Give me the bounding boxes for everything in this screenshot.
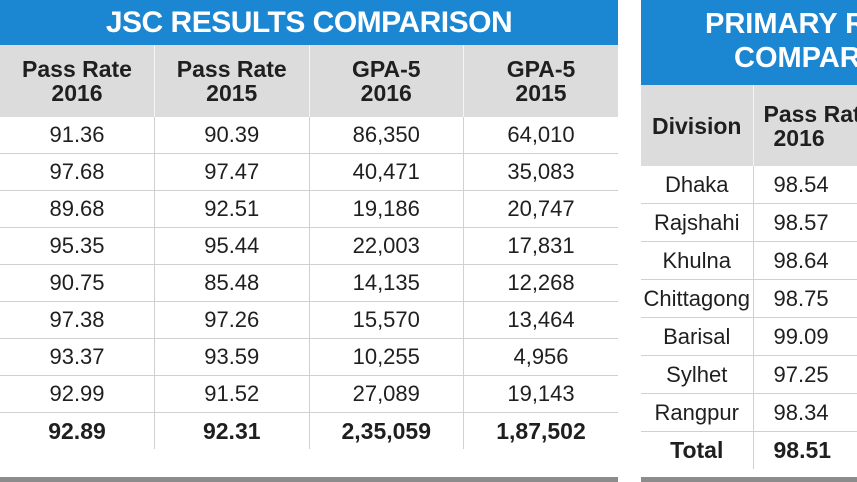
table-cell: 97.68 (0, 153, 155, 191)
jsc-header-pass-rate-2016: Pass Rate 2016 (0, 45, 155, 117)
table-cell: 17,831 (463, 227, 618, 265)
table-row: 91.36 90.39 86,350 64,010 (0, 117, 618, 154)
table-cell: 40,471 (309, 153, 464, 191)
table-cell: 99.09 (753, 317, 857, 356)
table-cell: 95.44 (154, 227, 310, 265)
table-row: Rangpur 98.34 (641, 393, 857, 432)
table-cell: 98.57 (753, 203, 857, 242)
table-row: 92.99 91.52 27,089 19,143 (0, 375, 618, 413)
table-row: Dhaka 98.54 (641, 166, 857, 204)
table-cell: 91.36 (0, 117, 155, 154)
jsc-total-row: 92.89 92.31 2,35,059 1,87,502 (0, 412, 618, 449)
table-cell: 93.59 (154, 338, 310, 376)
jsc-header-pass-rate-2015: Pass Rate 2015 (154, 45, 310, 117)
table-row: 90.75 85.48 14,135 12,268 (0, 264, 618, 302)
table-cell: 15,570 (309, 301, 464, 339)
table-cell: 12,268 (463, 264, 618, 302)
table-row: Chittagong 98.75 (641, 279, 857, 318)
table-cell: 90.39 (154, 117, 310, 154)
primary-results-panel: PRIMARY R COMPAR Division Pass Rat 2016 D… (641, 0, 857, 482)
table-cell: 20,747 (463, 190, 618, 228)
table-cell: Rangpur (641, 393, 754, 432)
table-row: 95.35 95.44 22,003 17,831 (0, 227, 618, 265)
table-cell: Chittagong (641, 279, 754, 318)
table-cell: 98.51 (773, 437, 832, 463)
jsc-title: JSC RESULTS COMPARISON (0, 0, 618, 45)
table-cell: 92.31 (154, 412, 310, 449)
table-cell: 92.89 (0, 412, 155, 449)
table-cell: 85.48 (154, 264, 310, 302)
table-row: 93.37 93.59 10,255 4,956 (0, 338, 618, 376)
table-cell: Dhaka (641, 166, 754, 204)
primary-total-row: Total 98.51 (641, 431, 857, 469)
table-cell: 98.75 (753, 279, 857, 318)
table-cell: 10,255 (309, 338, 464, 376)
primary-header-pass-rate-2016: Pass Rat 2016 (753, 85, 857, 166)
table-cell: 92.51 (154, 190, 310, 228)
table-cell: 98.64 (753, 241, 857, 280)
table-cell: Total (641, 431, 754, 469)
bottom-divider (0, 477, 618, 482)
jsc-header-gpa5-2015: GPA-5 2015 (463, 45, 618, 117)
table-row: 97.38 97.26 15,570 13,464 (0, 301, 618, 339)
table-cell: 90.75 (0, 264, 155, 302)
primary-title: PRIMARY R COMPAR (641, 0, 857, 85)
bottom-divider (641, 477, 857, 482)
table-cell: 86,350 (309, 117, 464, 154)
table-cell: Barisal (641, 317, 754, 356)
table-row: Rajshahi 98.57 (641, 203, 857, 242)
table-cell: 2,35,059 (309, 412, 464, 449)
primary-title-line2: COMPAR (734, 42, 857, 74)
table-cell: Rajshahi (641, 203, 754, 242)
table-row: Khulna 98.64 (641, 241, 857, 280)
table-row: Sylhet 97.25 (641, 355, 857, 394)
table-cell: 19,186 (309, 190, 464, 228)
table-cell: 4,956 (463, 338, 618, 376)
table-cell: 92.99 (0, 375, 155, 413)
table-cell: 64,010 (463, 117, 618, 154)
table-cell: 97.38 (0, 301, 155, 339)
table-cell: 95.35 (0, 227, 155, 265)
primary-header-division: Division (641, 85, 754, 166)
table-cell: 97.25 (753, 355, 857, 394)
primary-title-line1: PRIMARY R (705, 8, 857, 40)
table-cell: 98.34 (753, 393, 857, 432)
table-row: 89.68 92.51 19,186 20,747 (0, 190, 618, 228)
table-cell: Sylhet (641, 355, 754, 394)
table-row: 97.68 97.47 40,471 35,083 (0, 153, 618, 191)
table-cell: 89.68 (0, 190, 155, 228)
table-cell: 19,143 (463, 375, 618, 413)
primary-header-row: Division Pass Rat 2016 (641, 85, 857, 166)
table-row: Barisal 99.09 (641, 317, 857, 356)
table-cell: 22,003 (309, 227, 464, 265)
jsc-header-gpa5-2016: GPA-5 2016 (309, 45, 464, 117)
table-cell: 93.37 (0, 338, 155, 376)
table-cell: 14,135 (309, 264, 464, 302)
primary-results-table: Division Pass Rat 2016 Dhaka 98.54 Rajshah… (641, 85, 857, 469)
jsc-results-panel: JSC RESULTS COMPARISON Pass Rate 2016 Pas… (0, 0, 618, 482)
table-cell: Khulna (641, 241, 754, 280)
table-cell: 13,464 (463, 301, 618, 339)
table-cell: 35,083 (463, 153, 618, 191)
table-cell: 27,089 (309, 375, 464, 413)
jsc-results-table: Pass Rate 2016 Pass Rate 2015 GPA-5 2016 GP… (0, 45, 618, 449)
table-cell: 97.26 (154, 301, 310, 339)
table-cell: 91.52 (154, 375, 310, 413)
table-cell: 1,87,502 (496, 417, 586, 444)
table-cell: 97.47 (154, 153, 310, 191)
jsc-header-row: Pass Rate 2016 Pass Rate 2015 GPA-5 2016 GP… (0, 45, 618, 117)
table-cell: 98.54 (753, 166, 857, 204)
